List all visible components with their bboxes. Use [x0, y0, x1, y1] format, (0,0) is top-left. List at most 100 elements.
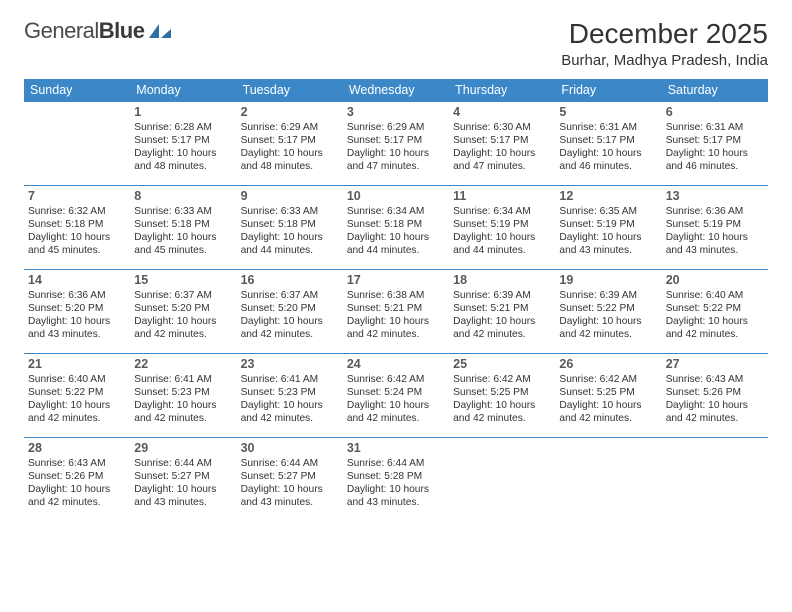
day-number: 7 [28, 189, 126, 203]
sunset-line: Sunset: 5:17 PM [666, 134, 764, 147]
daylight-line1: Daylight: 10 hours [241, 315, 339, 328]
sail-icon [147, 22, 173, 40]
day-cell: 28Sunrise: 6:43 AMSunset: 5:26 PMDayligh… [24, 438, 130, 516]
daylight-line1: Daylight: 10 hours [241, 147, 339, 160]
day-cell: 13Sunrise: 6:36 AMSunset: 5:19 PMDayligh… [662, 186, 768, 270]
dow-header: Saturday [662, 79, 768, 102]
day-cell: 8Sunrise: 6:33 AMSunset: 5:18 PMDaylight… [130, 186, 236, 270]
sunset-line: Sunset: 5:24 PM [347, 386, 445, 399]
day-cell: 24Sunrise: 6:42 AMSunset: 5:24 PMDayligh… [343, 354, 449, 438]
sunrise-line: Sunrise: 6:40 AM [666, 289, 764, 302]
day-cell: 20Sunrise: 6:40 AMSunset: 5:22 PMDayligh… [662, 270, 768, 354]
empty-cell [24, 102, 130, 186]
daylight-line2: and 42 minutes. [559, 328, 657, 341]
daylight-line2: and 44 minutes. [241, 244, 339, 257]
sunset-line: Sunset: 5:22 PM [666, 302, 764, 315]
daylight-line1: Daylight: 10 hours [241, 399, 339, 412]
daylight-line1: Daylight: 10 hours [559, 399, 657, 412]
brand-part1: General [24, 18, 99, 43]
day-number: 1 [134, 105, 232, 119]
day-cell: 2Sunrise: 6:29 AMSunset: 5:17 PMDaylight… [237, 102, 343, 186]
brand-part2: Blue [99, 18, 145, 43]
brand-logo: GeneralBlue [24, 18, 173, 44]
dow-header: Sunday [24, 79, 130, 102]
day-number: 25 [453, 357, 551, 371]
day-number: 20 [666, 273, 764, 287]
sunset-line: Sunset: 5:23 PM [134, 386, 232, 399]
daylight-line2: and 46 minutes. [559, 160, 657, 173]
day-number: 5 [559, 105, 657, 119]
day-number: 3 [347, 105, 445, 119]
daylight-line1: Daylight: 10 hours [559, 315, 657, 328]
daylight-line2: and 42 minutes. [347, 412, 445, 425]
sunrise-line: Sunrise: 6:42 AM [559, 373, 657, 386]
day-cell: 12Sunrise: 6:35 AMSunset: 5:19 PMDayligh… [555, 186, 661, 270]
day-cell: 21Sunrise: 6:40 AMSunset: 5:22 PMDayligh… [24, 354, 130, 438]
sunrise-line: Sunrise: 6:39 AM [559, 289, 657, 302]
sunrise-line: Sunrise: 6:31 AM [666, 121, 764, 134]
daylight-line2: and 45 minutes. [134, 244, 232, 257]
day-number: 23 [241, 357, 339, 371]
daylight-line1: Daylight: 10 hours [347, 147, 445, 160]
day-of-week-row: Sunday Monday Tuesday Wednesday Thursday… [24, 79, 768, 102]
sunrise-line: Sunrise: 6:44 AM [241, 457, 339, 470]
sunrise-line: Sunrise: 6:33 AM [134, 205, 232, 218]
sunrise-line: Sunrise: 6:37 AM [241, 289, 339, 302]
day-number: 29 [134, 441, 232, 455]
daylight-line1: Daylight: 10 hours [134, 315, 232, 328]
sunset-line: Sunset: 5:20 PM [28, 302, 126, 315]
sunset-line: Sunset: 5:18 PM [28, 218, 126, 231]
daylight-line2: and 43 minutes. [559, 244, 657, 257]
sunset-line: Sunset: 5:20 PM [241, 302, 339, 315]
empty-cell [449, 438, 555, 516]
daylight-line2: and 43 minutes. [28, 328, 126, 341]
daylight-line1: Daylight: 10 hours [134, 483, 232, 496]
daylight-line1: Daylight: 10 hours [453, 399, 551, 412]
daylight-line2: and 43 minutes. [347, 496, 445, 509]
sunset-line: Sunset: 5:26 PM [28, 470, 126, 483]
sunset-line: Sunset: 5:28 PM [347, 470, 445, 483]
dow-header: Tuesday [237, 79, 343, 102]
sunset-line: Sunset: 5:23 PM [241, 386, 339, 399]
daylight-line1: Daylight: 10 hours [453, 147, 551, 160]
day-cell: 19Sunrise: 6:39 AMSunset: 5:22 PMDayligh… [555, 270, 661, 354]
daylight-line2: and 42 minutes. [453, 328, 551, 341]
daylight-line1: Daylight: 10 hours [241, 231, 339, 244]
day-cell: 14Sunrise: 6:36 AMSunset: 5:20 PMDayligh… [24, 270, 130, 354]
daylight-line1: Daylight: 10 hours [559, 231, 657, 244]
calendar-page: GeneralBlue December 2025 Burhar, Madhya… [0, 0, 792, 528]
day-cell: 31Sunrise: 6:44 AMSunset: 5:28 PMDayligh… [343, 438, 449, 516]
sunset-line: Sunset: 5:20 PM [134, 302, 232, 315]
daylight-line1: Daylight: 10 hours [241, 483, 339, 496]
daylight-line2: and 42 minutes. [134, 328, 232, 341]
sunset-line: Sunset: 5:22 PM [559, 302, 657, 315]
daylight-line1: Daylight: 10 hours [666, 399, 764, 412]
day-number: 8 [134, 189, 232, 203]
sunrise-line: Sunrise: 6:28 AM [134, 121, 232, 134]
day-cell: 22Sunrise: 6:41 AMSunset: 5:23 PMDayligh… [130, 354, 236, 438]
daylight-line2: and 44 minutes. [453, 244, 551, 257]
sunrise-line: Sunrise: 6:30 AM [453, 121, 551, 134]
daylight-line1: Daylight: 10 hours [134, 399, 232, 412]
day-cell: 23Sunrise: 6:41 AMSunset: 5:23 PMDayligh… [237, 354, 343, 438]
empty-cell [662, 438, 768, 516]
daylight-line1: Daylight: 10 hours [666, 231, 764, 244]
day-cell: 29Sunrise: 6:44 AMSunset: 5:27 PMDayligh… [130, 438, 236, 516]
day-number: 6 [666, 105, 764, 119]
week-row: 21Sunrise: 6:40 AMSunset: 5:22 PMDayligh… [24, 354, 768, 438]
daylight-line2: and 46 minutes. [666, 160, 764, 173]
day-cell: 9Sunrise: 6:33 AMSunset: 5:18 PMDaylight… [237, 186, 343, 270]
week-row: 28Sunrise: 6:43 AMSunset: 5:26 PMDayligh… [24, 438, 768, 516]
sunset-line: Sunset: 5:18 PM [241, 218, 339, 231]
daylight-line1: Daylight: 10 hours [134, 231, 232, 244]
daylight-line2: and 43 minutes. [134, 496, 232, 509]
daylight-line2: and 42 minutes. [28, 496, 126, 509]
daylight-line2: and 42 minutes. [666, 412, 764, 425]
day-cell: 11Sunrise: 6:34 AMSunset: 5:19 PMDayligh… [449, 186, 555, 270]
daylight-line1: Daylight: 10 hours [134, 147, 232, 160]
sunset-line: Sunset: 5:21 PM [347, 302, 445, 315]
dow-header: Thursday [449, 79, 555, 102]
sunrise-line: Sunrise: 6:44 AM [134, 457, 232, 470]
brand-text: GeneralBlue [24, 18, 144, 44]
daylight-line2: and 42 minutes. [28, 412, 126, 425]
